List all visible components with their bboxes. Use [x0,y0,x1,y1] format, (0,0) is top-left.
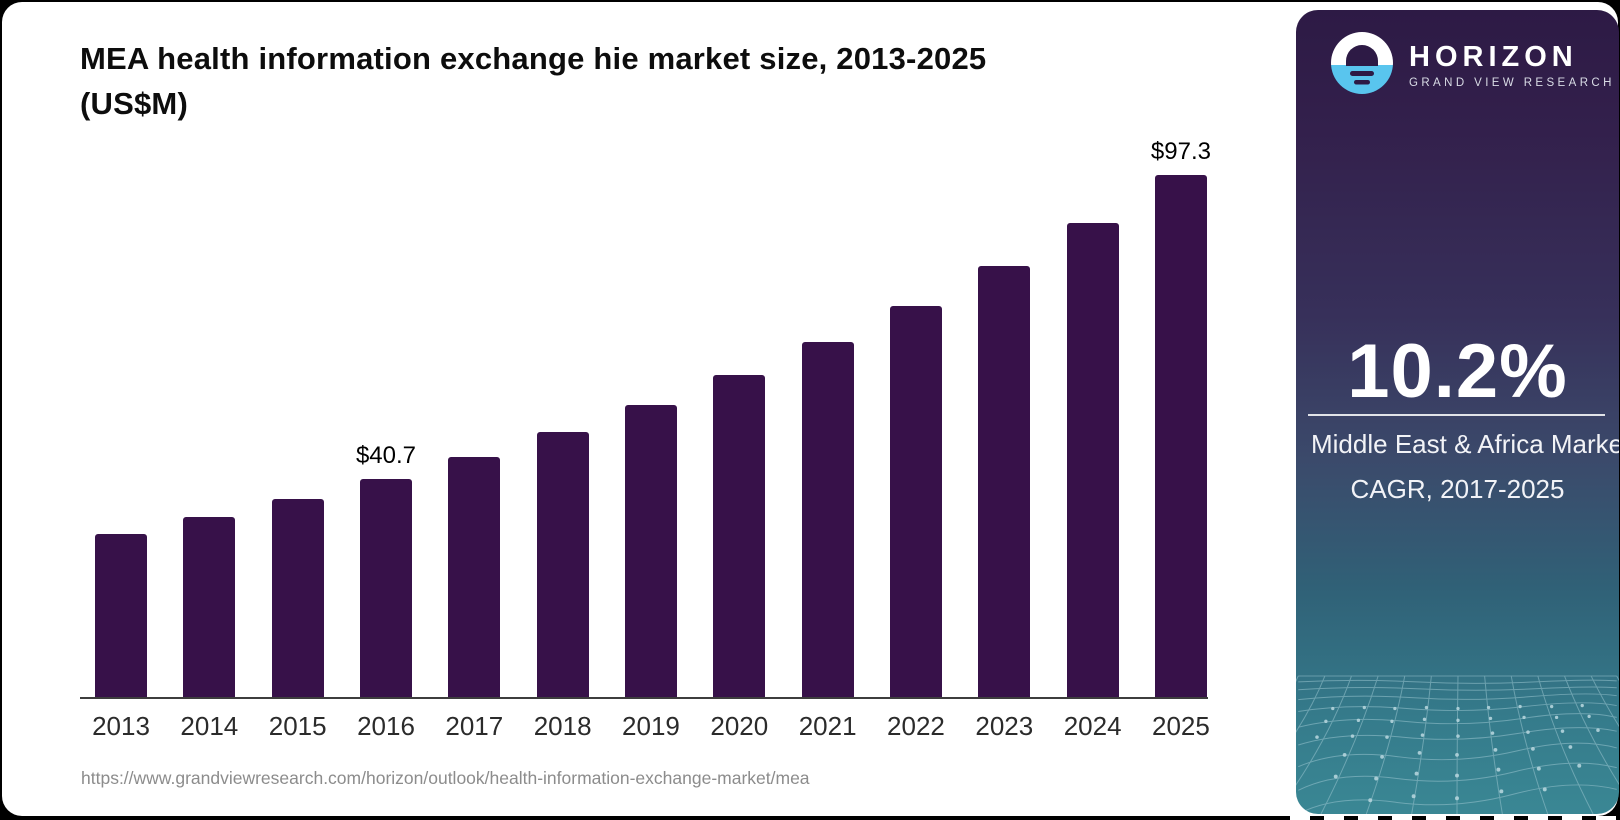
brand-text: HORIZON GRAND VIEW RESEARCH [1409,42,1615,89]
x-axis-label-2024: 2024 [1063,711,1122,741]
x-axis-label-2016: 2016 [357,711,415,741]
bar-2021: 2021 [799,342,857,741]
plot-axis: 2013 2014 2015 $40.7 2016 2017 2018 2019 2020 202… [80,138,1211,741]
bar-2022: 2022 [887,306,945,741]
bar-2019: 2019 [622,405,680,741]
bar-2020: 2020 [710,375,768,741]
x-axis-label-2014: 2014 [180,711,239,741]
bar-2025: $97.3 2025 [1151,138,1211,741]
source-url: https://www.grandviewresearch.com/horizo… [81,768,810,788]
chart-title: MEA health information exchange hie mark… [80,36,1230,126]
wireframe-terrain-graphic [1296,674,1619,814]
bar-2014: 2014 [180,517,238,741]
plot-area: 2013 2014 2015 $40.7 2016 2017 2018 2019 2020 202… [92,138,1211,741]
bar-2017: 2017 [445,456,503,741]
brand-subtitle: GRAND VIEW RESEARCH [1409,77,1615,89]
bar-2023: 2023 [975,266,1033,741]
x-axis-label-2013: 2013 [92,711,150,741]
horizon-sunset-icon [1330,31,1394,100]
x-axis-label-2018: 2018 [533,711,592,741]
cagr-label-line2: CAGR, 2017-2025 [1350,474,1565,504]
x-axis-label-2017: 2017 [445,711,504,741]
brand-lockup: HORIZON GRAND VIEW RESEARCH [1330,31,1615,100]
bar-2018: 2018 [534,432,592,741]
stat-divider [1308,414,1605,416]
x-axis-label-2021: 2021 [798,711,857,741]
x-axis-label-2019: 2019 [622,711,680,741]
chart-title-line2: (US$M) [80,86,188,121]
x-axis-label-2025: 2025 [1152,711,1210,741]
x-axis-label-2020: 2020 [710,711,769,741]
x-axis-label-2022: 2022 [887,711,945,741]
bar-2024: 2024 [1064,222,1122,741]
bar-value-label-2025: $97.3 [1150,138,1211,165]
sidebar: HORIZON GRAND VIEW RESEARCH 10.2% Middle… [1296,10,1619,814]
cagr-value: 10.2% [1347,329,1568,414]
chart-title-line1: MEA health information exchange hie mark… [80,41,987,76]
brand-name: HORIZON [1409,41,1578,73]
x-axis-label-2015: 2015 [268,711,327,741]
bar-2015: 2015 [269,499,327,741]
bar-2016: $40.7 2016 [356,442,416,741]
cagr-label-line1: Middle East & Africa Market [1311,429,1619,459]
bottom-dashed-decoration [1290,816,1620,820]
x-axis-label-2023: 2023 [975,711,1034,741]
bar-2013: 2013 [92,533,150,741]
bar-value-label-2016: $40.7 [355,441,417,469]
